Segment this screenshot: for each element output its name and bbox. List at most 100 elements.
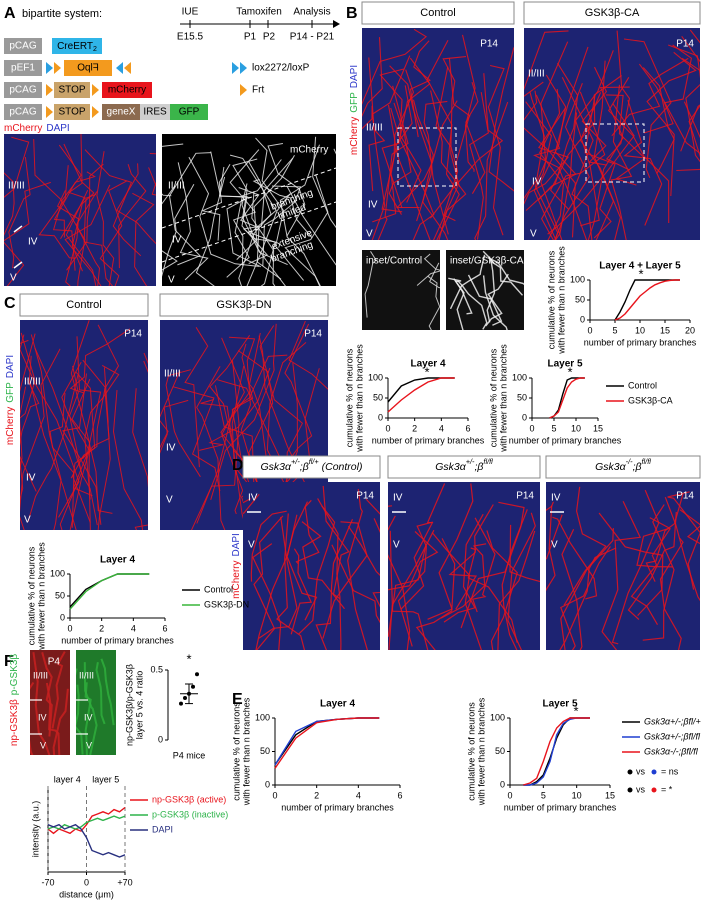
- site-marker: [116, 62, 123, 74]
- x-axis-label: P4 mice: [173, 750, 206, 760]
- neurite: [699, 523, 700, 526]
- site-marker: [124, 62, 131, 74]
- timeline-arrow: [333, 20, 340, 28]
- neurite: [642, 504, 675, 641]
- neurite: [442, 56, 467, 188]
- neurite: [71, 378, 91, 530]
- label-part: mCherry: [349, 117, 360, 155]
- label: P14: [676, 39, 694, 50]
- x-axis-label: number of primary branches: [504, 802, 617, 812]
- neurite: [482, 250, 496, 323]
- significance: *: [638, 266, 643, 281]
- micrograph: [362, 250, 440, 330]
- neurite: [396, 100, 458, 209]
- key-dot: [627, 787, 633, 793]
- y-axis-label: with fewer than n branches: [556, 246, 566, 355]
- stop-cassette: [54, 82, 90, 98]
- label-part: +/-: [466, 457, 475, 466]
- label: V: [40, 740, 46, 750]
- site-marker: [46, 106, 53, 118]
- layer-boundary: [161, 167, 337, 229]
- neurite: [252, 543, 282, 650]
- neurite: [298, 505, 336, 635]
- y-axis-label: cumulative % of neurons: [344, 348, 354, 447]
- genotype-header: [545, 455, 701, 479]
- significance: *: [424, 364, 429, 379]
- neurite: [389, 65, 433, 222]
- legend-label: Control: [204, 584, 233, 594]
- neurite: [331, 544, 380, 624]
- y-tick-label: 50: [575, 294, 585, 304]
- y-tick-label: 50: [517, 392, 527, 402]
- neurite: [165, 369, 201, 478]
- condition-header: [361, 1, 515, 25]
- y-tick-label: 50: [495, 746, 505, 756]
- neurite: [82, 324, 120, 460]
- label: IUE: [182, 7, 199, 18]
- neurite: [188, 156, 260, 267]
- series-line: [549, 377, 585, 419]
- micrograph-texture: [30, 651, 69, 755]
- data-point: [195, 672, 199, 677]
- site-marker: [92, 106, 99, 118]
- neurite: [347, 525, 380, 608]
- label: V: [530, 229, 537, 240]
- y-axis-label: cumulative % of neurons: [546, 250, 556, 349]
- neurite: [229, 154, 277, 244]
- label: P2: [263, 32, 276, 43]
- neurite: [561, 77, 594, 240]
- label-part: +/-: [291, 457, 300, 466]
- neurite: [623, 99, 663, 226]
- label: GSK3β-DN: [216, 299, 271, 311]
- y-tick-label: 0: [265, 779, 270, 789]
- neurite: [100, 658, 115, 726]
- label: IV: [28, 237, 38, 248]
- label: V: [166, 495, 173, 506]
- legend-label: np-GSK3β (active): [152, 794, 226, 804]
- neurite: [423, 100, 449, 235]
- neurite: [41, 652, 53, 737]
- neurite: [288, 320, 328, 390]
- neurite: [97, 367, 111, 530]
- neurite: [546, 501, 554, 511]
- neurite: [83, 662, 98, 755]
- neurite: [474, 101, 509, 240]
- y-axis-label: with fewer than n branches: [354, 344, 364, 453]
- neurite: [559, 547, 617, 650]
- label-part: ;β: [474, 461, 483, 473]
- micrograph-texture: [4, 134, 156, 286]
- chart-title: Layer 4: [100, 555, 135, 566]
- legend-label: Control: [628, 380, 657, 390]
- label: V: [393, 540, 400, 551]
- neurite: [168, 152, 212, 266]
- label: mCherry GFP DAPI: [5, 355, 16, 445]
- site-marker: [92, 84, 99, 96]
- neurite: [605, 94, 646, 186]
- neurite: [608, 77, 670, 224]
- neurite: [461, 34, 476, 172]
- label: = *: [661, 784, 673, 794]
- neurite: [162, 183, 195, 277]
- label-part: mCherry: [5, 407, 16, 445]
- label-part: Gsk3α: [595, 461, 627, 473]
- label: IV: [166, 443, 176, 454]
- neurite: [20, 379, 40, 446]
- neurite: [232, 158, 288, 266]
- neurite: [38, 165, 76, 259]
- label-part: GFP: [349, 92, 360, 113]
- label: mCherry DAPI: [231, 533, 242, 599]
- x-tick-label: 10: [571, 423, 581, 433]
- neurite: [172, 386, 221, 492]
- neurite: [60, 134, 86, 240]
- label-part: mCherry: [231, 561, 242, 599]
- neurite: [524, 91, 545, 200]
- neurite: [4, 181, 51, 286]
- region-label: layer 4: [54, 774, 81, 784]
- label: V: [24, 515, 31, 526]
- y-tick-label: 0: [580, 314, 585, 324]
- neurite: [362, 37, 383, 118]
- neurite: [162, 186, 178, 271]
- label-part: -/-: [626, 457, 633, 466]
- neurite: [238, 187, 282, 280]
